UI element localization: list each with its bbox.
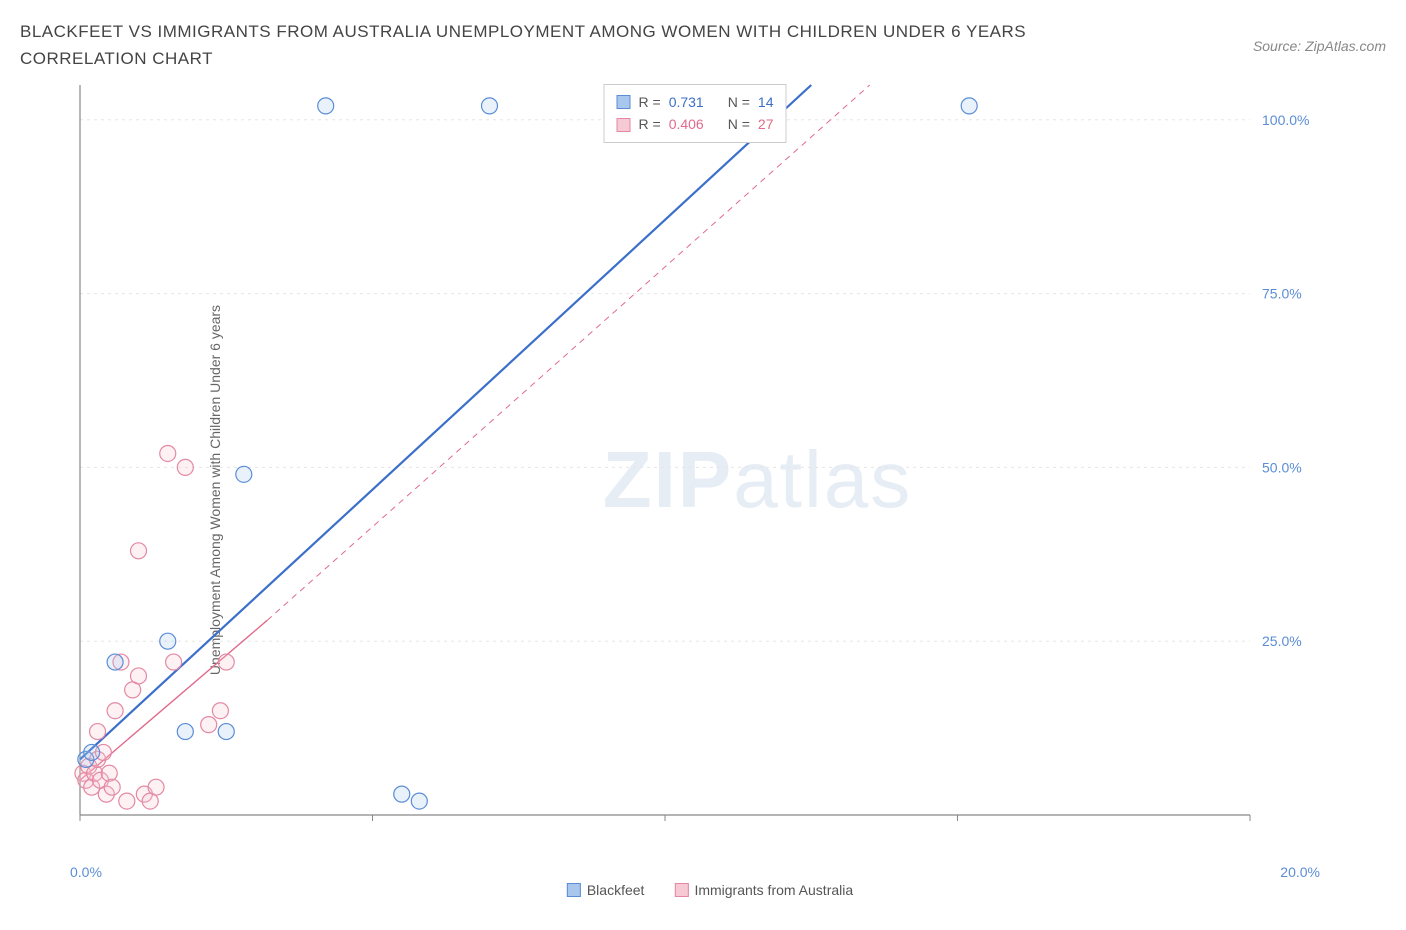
svg-text:75.0%: 75.0% xyxy=(1262,286,1302,302)
source-label: Source: ZipAtlas.com xyxy=(1253,18,1386,54)
scatter-plot: ZIPatlas 25.0%50.0%75.0%100.0% R =0.731N… xyxy=(70,80,1320,850)
svg-text:100.0%: 100.0% xyxy=(1262,112,1309,128)
chart-title: BLACKFEET VS IMMIGRANTS FROM AUSTRALIA U… xyxy=(20,18,1120,72)
chart-container: Unemployment Among Women with Children U… xyxy=(40,80,1380,900)
svg-text:50.0%: 50.0% xyxy=(1262,459,1302,475)
x-axis-ticks: 0.0%20.0% xyxy=(70,864,1320,880)
svg-text:25.0%: 25.0% xyxy=(1262,633,1302,649)
series-legend: BlackfeetImmigrants from Australia xyxy=(567,882,853,898)
correlation-legend: R =0.731N =14R =0.406N =27 xyxy=(604,84,787,143)
